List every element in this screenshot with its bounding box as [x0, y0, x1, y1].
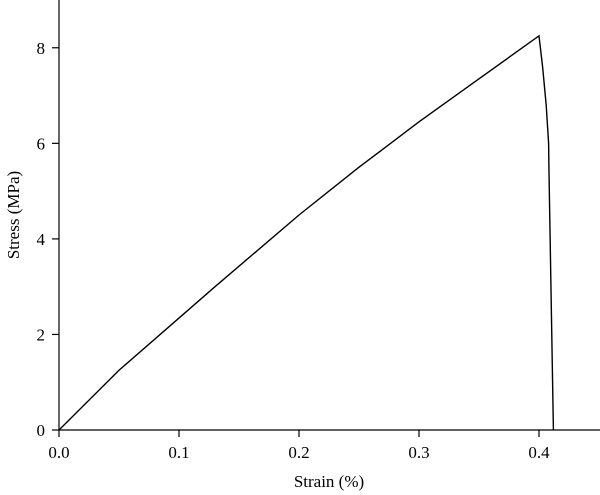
y-tick-label: 6	[37, 134, 46, 153]
x-tick-label: 0.0	[48, 443, 69, 462]
y-axis-label: Stress (MPa)	[4, 171, 23, 259]
x-axis-label: Strain (%)	[294, 472, 364, 491]
x-tick-label: 0.3	[408, 443, 429, 462]
y-tick-label: 8	[37, 39, 46, 58]
x-tick-label: 0.2	[288, 443, 309, 462]
y-tick-label: 0	[37, 421, 46, 440]
line	[58, 34, 555, 431]
y-tick-label: 2	[37, 325, 46, 344]
x-tick-label: 0.1	[168, 443, 189, 462]
x-tick-label: 0.4	[528, 443, 550, 462]
y-tick-label: 4	[37, 230, 46, 249]
